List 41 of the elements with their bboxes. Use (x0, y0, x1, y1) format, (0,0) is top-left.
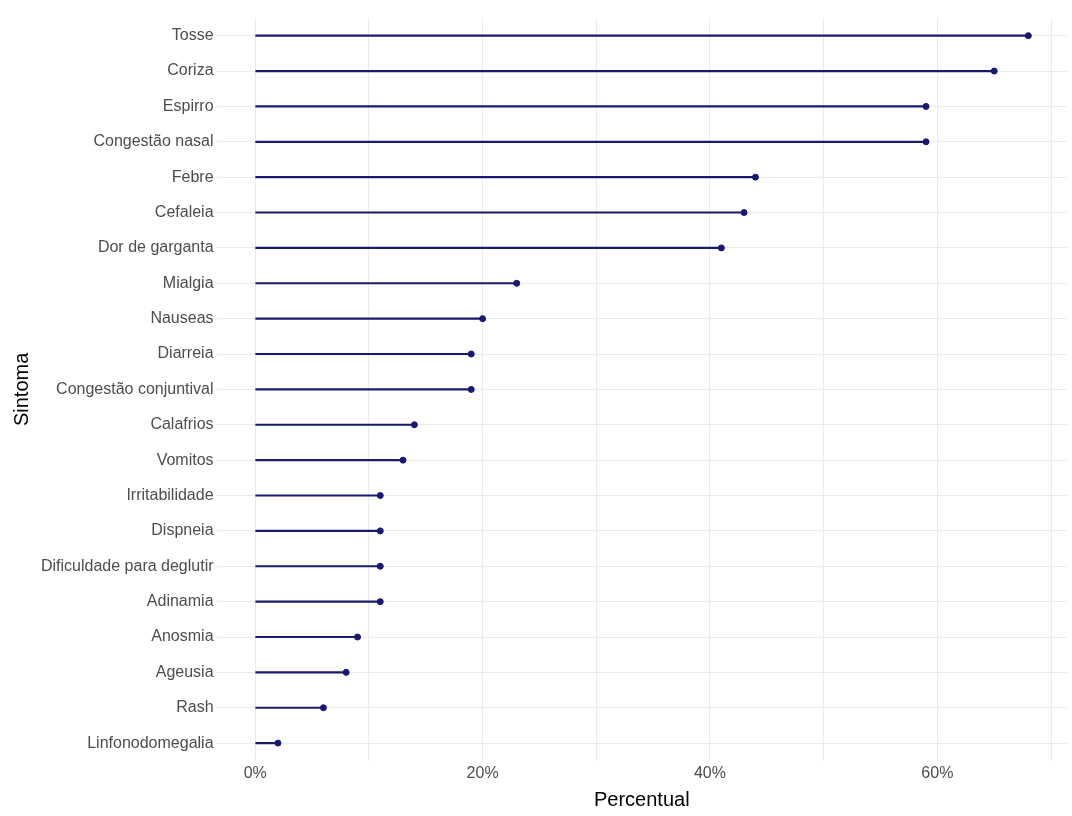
y-tick-label: Congestão nasal (93, 132, 214, 150)
y-tick-label: Vomitos (156, 450, 214, 468)
y-tick-label: Febre (171, 167, 214, 185)
y-tick-label: Linfonodomegalia (87, 733, 214, 751)
y-tick-label: Mialgia (162, 273, 214, 291)
y-axis-title: Sintoma (9, 351, 32, 427)
point (922, 138, 930, 146)
x-axis-title: Percentual (593, 787, 690, 810)
y-tick-label: Congestão conjuntival (56, 379, 214, 397)
point (513, 279, 521, 287)
point (717, 244, 725, 252)
point (990, 67, 998, 75)
point (479, 315, 487, 323)
point (1024, 32, 1032, 40)
point (319, 704, 327, 712)
point (376, 562, 384, 570)
point (467, 350, 475, 358)
y-tick-label: Cefaleia (154, 202, 214, 220)
x-tick-label: 0% (243, 763, 267, 781)
point (274, 739, 282, 747)
x-tick-label: 40% (693, 763, 727, 781)
y-tick-label: Ageusia (155, 662, 214, 680)
point (399, 456, 407, 464)
y-tick-label: Anosmia (151, 627, 214, 645)
point (376, 527, 384, 535)
point (342, 668, 350, 676)
y-tick-label: Calafrios (150, 415, 214, 433)
y-tick-label: Adinamia (146, 592, 214, 610)
y-tick-label: Dificuldade para deglutir (41, 556, 215, 574)
y-tick-label: Coriza (167, 61, 214, 79)
y-tick-label: Dor de garganta (97, 238, 214, 256)
y-tick-label: Nauseas (150, 309, 214, 327)
x-tick-label: 20% (466, 763, 499, 781)
y-tick-label: Diarreia (157, 344, 214, 362)
y-tick-label: Espirro (162, 96, 214, 114)
y-tick-label: Rash (176, 698, 214, 716)
y-tick-label: Tosse (171, 26, 214, 44)
point (410, 421, 418, 429)
y-tick-label: Dispneia (151, 521, 214, 539)
x-tick-label: 60% (921, 763, 954, 781)
y-tick-label: Irritabilidade (126, 485, 214, 503)
